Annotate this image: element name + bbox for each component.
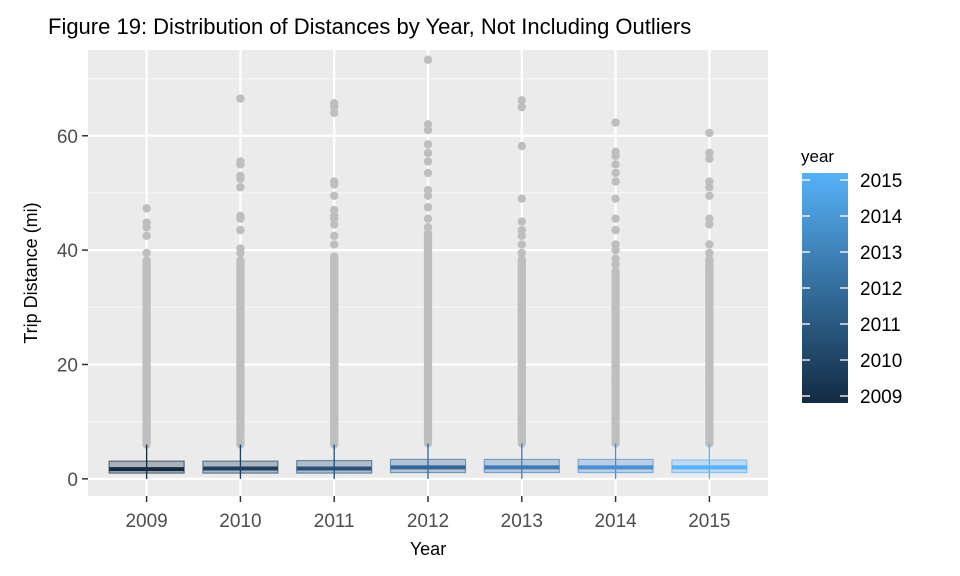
outlier-point	[517, 248, 526, 258]
outlier-point	[705, 240, 714, 249]
outlier-point	[236, 211, 245, 221]
outlier-point	[705, 177, 714, 186]
legend-title: year	[801, 147, 834, 166]
outlier-point	[423, 223, 433, 232]
outlier-point	[517, 225, 526, 235]
outlier-point	[611, 168, 620, 178]
outlier-point	[611, 194, 620, 203]
outlier-point	[330, 177, 339, 186]
box-body	[108, 460, 185, 474]
outlier-point	[611, 267, 620, 276]
outlier-point	[236, 225, 245, 235]
legend-label: 2013	[860, 243, 902, 264]
y-tick-label: 60	[57, 127, 78, 148]
outlier-point	[423, 157, 433, 166]
outlier-point	[705, 248, 714, 258]
outlier-point	[517, 96, 526, 105]
legend-label: 2010	[860, 351, 902, 372]
y-axis: 0 20 40 60	[57, 127, 88, 491]
x-tick-label: 2014	[594, 511, 637, 532]
x-tick-label: 2012	[407, 511, 449, 532]
x-axis: 2009 2010 2011 2012 2013 2014 2015	[125, 496, 731, 532]
chart-title: Figure 19: Distribution of Distances by …	[48, 14, 691, 39]
outlier-point	[611, 225, 620, 235]
legend-label: 2011	[860, 315, 901, 336]
outlier-point	[330, 98, 339, 108]
outlier-point	[330, 205, 339, 215]
outlier-point	[423, 203, 433, 212]
outlier-point	[517, 141, 526, 151]
outlier-point	[611, 177, 620, 186]
outlier-point	[517, 240, 526, 249]
outlier-point	[517, 102, 526, 112]
y-tick-label: 40	[57, 241, 78, 262]
outlier-point	[423, 120, 433, 129]
outlier-point	[611, 147, 620, 156]
y-axis-title: Trip Distance (mi)	[21, 202, 41, 343]
outlier-point	[142, 204, 151, 213]
x-tick-label: 2015	[688, 511, 730, 532]
outlier-point	[330, 191, 339, 201]
outlier-point	[142, 256, 151, 265]
outlier-point	[705, 214, 714, 223]
y-tick-label: 20	[57, 355, 78, 376]
outlier-point	[705, 255, 714, 264]
outlier-point	[423, 148, 433, 158]
x-tick-label: 2013	[501, 511, 543, 532]
outlier-point	[236, 244, 245, 253]
outlier-point	[423, 168, 433, 178]
legend: year 2015 2014 2013 2012 2011 2010 2009	[801, 147, 903, 408]
y-tick-label: 0	[67, 470, 78, 491]
outlier-point	[142, 218, 151, 227]
outlier-point	[142, 248, 151, 258]
x-tick-label: 2010	[219, 511, 261, 532]
x-axis-title: Year	[410, 539, 446, 559]
outlier-point	[236, 256, 245, 265]
outlier-point	[236, 94, 245, 103]
x-tick-label: 2009	[125, 511, 167, 532]
outlier-point	[423, 55, 433, 64]
outlier-point	[705, 148, 714, 158]
outlier-point	[705, 191, 714, 201]
outlier-point	[611, 214, 620, 223]
legend-label: 2009	[860, 387, 902, 408]
outlier-points	[142, 55, 714, 449]
outlier-point	[517, 194, 526, 203]
legend-label: 2014	[860, 207, 903, 228]
outlier-point	[330, 231, 339, 241]
outlier-point	[517, 217, 526, 226]
legend-label: 2015	[860, 171, 902, 192]
outlier-point	[423, 185, 433, 195]
outlier-point	[236, 157, 245, 166]
outlier-point	[611, 160, 620, 169]
outlier-point	[517, 255, 526, 264]
outlier-point	[611, 254, 620, 263]
outlier-point	[330, 252, 339, 261]
outlier-point	[705, 128, 714, 138]
outlier-point	[236, 183, 245, 192]
outlier-point	[423, 140, 433, 149]
legend-label: 2012	[860, 279, 902, 300]
outlier-point	[330, 240, 339, 249]
outlier-point	[423, 229, 433, 238]
outlier-point	[142, 231, 151, 241]
boxes	[108, 443, 748, 479]
outlier-point	[236, 171, 245, 180]
outlier-point	[611, 118, 620, 127]
outlier-point	[423, 214, 433, 223]
x-tick-label: 2011	[314, 511, 355, 532]
outlier-point	[611, 240, 620, 249]
